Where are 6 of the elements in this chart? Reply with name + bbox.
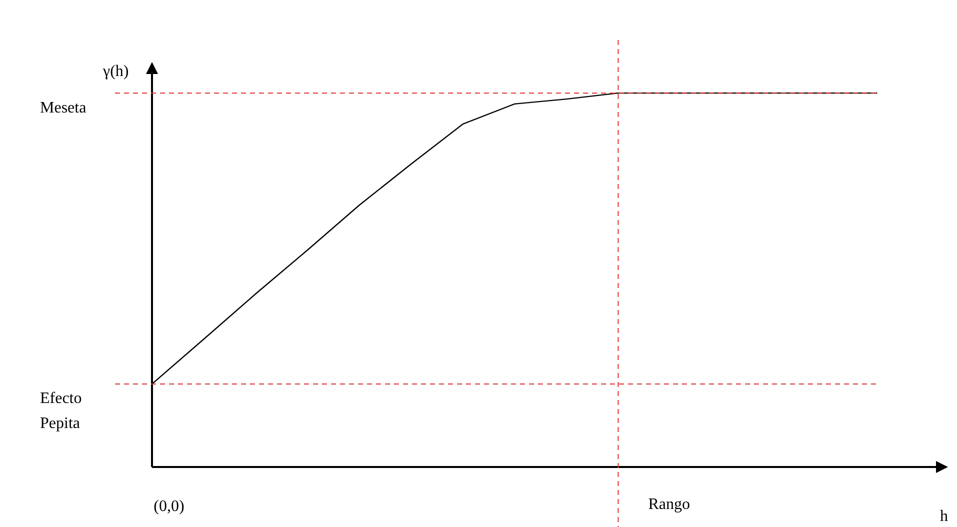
text: (0,0) <box>154 498 184 516</box>
ref-line-label: Meseta <box>40 99 86 116</box>
ref-line-label: Efecto Pepita <box>40 390 82 432</box>
x-axis-title: h <box>940 508 948 526</box>
text: Rango <box>648 496 690 514</box>
y-axis-title: γ(h) <box>102 63 129 80</box>
